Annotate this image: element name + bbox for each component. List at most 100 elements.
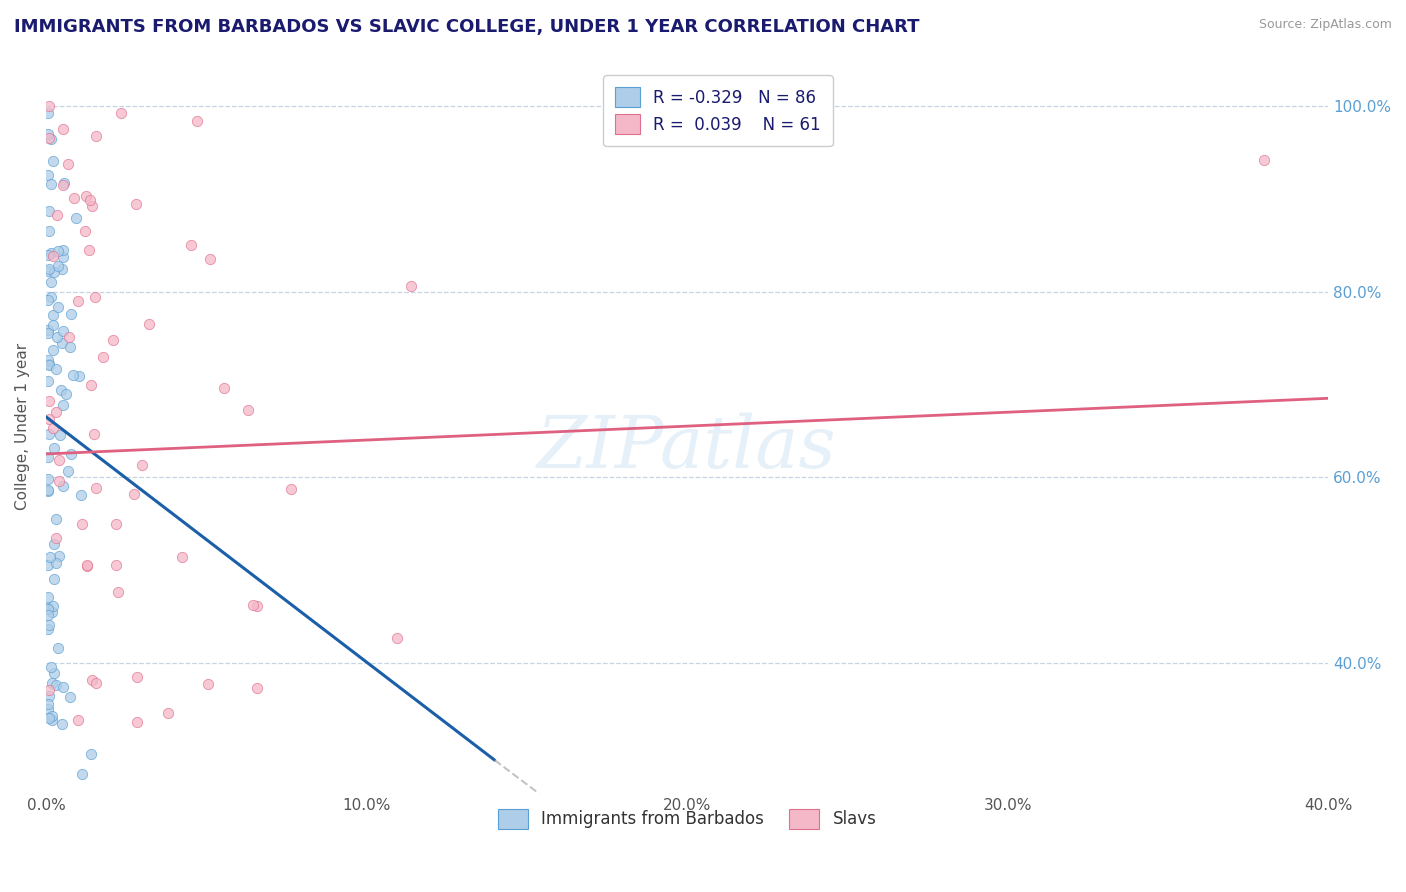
Point	[1253, 153, 1275, 167]
Text: Source: ZipAtlas.com: Source: ZipAtlas.com	[1258, 18, 1392, 31]
Point	[38, 357, 60, 371]
Point	[65, 211, 87, 225]
Point	[37, 591, 59, 605]
Point	[37, 323, 59, 337]
Point	[37, 326, 59, 341]
Point	[38, 224, 60, 238]
Point	[79, 193, 101, 207]
Point	[42, 441, 65, 455]
Point	[76, 558, 98, 572]
Point	[56, 464, 79, 478]
Point	[38, 394, 60, 409]
Point	[42, 249, 65, 263]
Point	[37, 352, 59, 367]
Point	[82, 198, 104, 212]
Point	[70, 517, 93, 532]
Point	[41, 605, 63, 619]
Point	[37, 622, 59, 636]
Y-axis label: College, Under 1 year: College, Under 1 year	[15, 343, 30, 509]
Point	[37, 601, 59, 615]
Point	[67, 368, 90, 383]
Point	[41, 343, 63, 357]
Point	[38, 426, 60, 441]
Point	[42, 536, 65, 550]
Point	[67, 713, 90, 727]
Point	[79, 378, 101, 392]
Point	[197, 677, 219, 691]
Point	[51, 336, 73, 351]
Point	[41, 713, 63, 727]
Point	[45, 512, 67, 526]
Point	[42, 573, 65, 587]
Point	[242, 598, 264, 612]
Point	[37, 450, 59, 464]
Point	[180, 238, 202, 252]
Point	[37, 374, 59, 388]
Point	[75, 189, 97, 203]
Point	[246, 599, 269, 614]
Point	[60, 447, 83, 461]
Point	[236, 403, 259, 417]
Point	[38, 689, 60, 703]
Point	[42, 154, 65, 169]
Point	[107, 585, 129, 599]
Point	[280, 482, 302, 496]
Point	[83, 426, 105, 441]
Point	[46, 300, 69, 314]
Point	[77, 243, 100, 257]
Point	[70, 488, 93, 502]
Point	[38, 617, 60, 632]
Point	[84, 290, 107, 304]
Text: ZIPatlas: ZIPatlas	[537, 413, 837, 483]
Point	[212, 381, 235, 395]
Point	[124, 486, 146, 500]
Point	[38, 682, 60, 697]
Point	[52, 243, 75, 257]
Point	[37, 264, 59, 278]
Point	[52, 399, 75, 413]
Point	[46, 330, 69, 344]
Point	[41, 177, 63, 191]
Point	[73, 223, 96, 237]
Point	[38, 99, 60, 113]
Point	[399, 278, 422, 293]
Point	[48, 474, 70, 488]
Point	[62, 368, 84, 382]
Point	[105, 558, 128, 573]
Point	[37, 168, 59, 182]
Point	[52, 250, 75, 264]
Point	[200, 252, 222, 266]
Point	[70, 767, 93, 781]
Point	[45, 361, 67, 376]
Point	[38, 412, 60, 426]
Point	[138, 317, 160, 331]
Point	[42, 421, 65, 435]
Point	[52, 680, 75, 694]
Point	[46, 244, 69, 259]
Point	[39, 276, 62, 290]
Point	[53, 176, 76, 190]
Point	[84, 481, 107, 495]
Point	[80, 747, 103, 761]
Point	[37, 608, 59, 623]
Point	[385, 632, 408, 646]
Point	[55, 387, 77, 401]
Point	[127, 670, 149, 684]
Point	[38, 131, 60, 145]
Point	[103, 333, 125, 347]
Point	[110, 106, 132, 120]
Point	[246, 681, 269, 695]
Point	[37, 601, 59, 615]
Point	[37, 248, 59, 262]
Point	[52, 479, 75, 493]
Point	[37, 472, 59, 486]
Point	[84, 129, 107, 144]
Point	[59, 690, 82, 705]
Point	[45, 208, 67, 222]
Point	[46, 641, 69, 656]
Point	[38, 549, 60, 564]
Point	[42, 666, 65, 681]
Point	[37, 105, 59, 120]
Point	[41, 676, 63, 690]
Point	[37, 484, 59, 499]
